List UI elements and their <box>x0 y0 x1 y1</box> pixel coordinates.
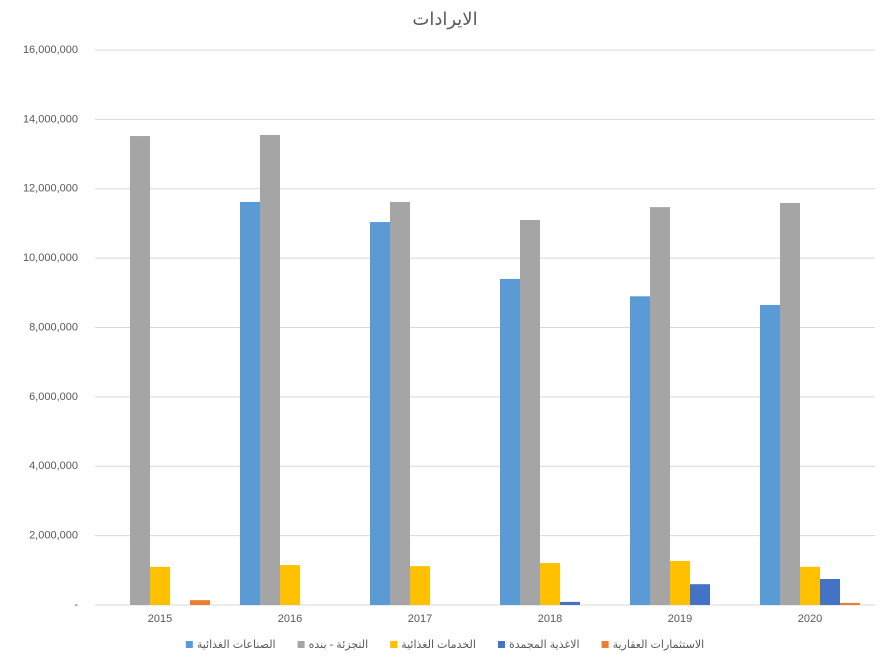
bar <box>630 296 650 605</box>
legend-swatch <box>497 641 505 648</box>
bar <box>520 219 540 605</box>
x-tick-label: 2016 <box>278 613 302 625</box>
legend-swatch <box>297 641 305 648</box>
bar <box>500 278 520 605</box>
x-tick-label: 2017 <box>408 613 432 625</box>
bar <box>190 600 210 605</box>
x-tick-label: 2019 <box>668 613 692 625</box>
y-tick-label: 14,000,000 <box>23 113 78 125</box>
bar <box>820 578 840 605</box>
legend-label: الاستثمارات العقارية <box>613 639 705 651</box>
bar <box>370 222 390 606</box>
legend-swatch <box>390 641 398 648</box>
y-tick-label: 2,000,000 <box>29 530 78 542</box>
y-tick-label: 10,000,000 <box>23 252 78 264</box>
bar <box>760 304 780 605</box>
legend-swatch <box>185 641 193 648</box>
bar <box>800 566 820 605</box>
bar <box>150 566 170 605</box>
y-tick-label: 6,000,000 <box>29 391 78 403</box>
y-tick-label: 8,000,000 <box>29 321 78 333</box>
x-tick-label: 2018 <box>538 613 562 625</box>
legend-label: الخدمات الغذائية <box>401 639 476 651</box>
bar <box>780 202 800 606</box>
x-tick-label: 2020 <box>798 613 822 625</box>
bar <box>280 565 300 605</box>
bar <box>390 201 410 605</box>
legend-label: الاغذية المجمدة <box>509 639 580 651</box>
bar <box>240 201 260 605</box>
chart-title: الايرادات <box>412 9 477 30</box>
bar <box>690 584 710 605</box>
bar <box>260 134 280 605</box>
bar <box>410 566 430 605</box>
bar <box>650 207 670 605</box>
y-tick-label: 12,000,000 <box>23 183 78 195</box>
y-tick-label: 4,000,000 <box>29 460 78 472</box>
bar <box>560 601 580 605</box>
bar <box>840 602 860 605</box>
legend-label: الصناعات الغذائية <box>197 639 276 651</box>
legend-swatch <box>601 641 609 648</box>
bar <box>130 136 150 605</box>
legend-label: التجزئة - بنده <box>309 639 369 651</box>
bar <box>540 563 560 605</box>
y-tick-label: 16,000,000 <box>23 44 78 56</box>
bar <box>670 560 690 605</box>
y-tick-label: - <box>74 599 78 611</box>
x-tick-label: 2015 <box>148 613 172 625</box>
